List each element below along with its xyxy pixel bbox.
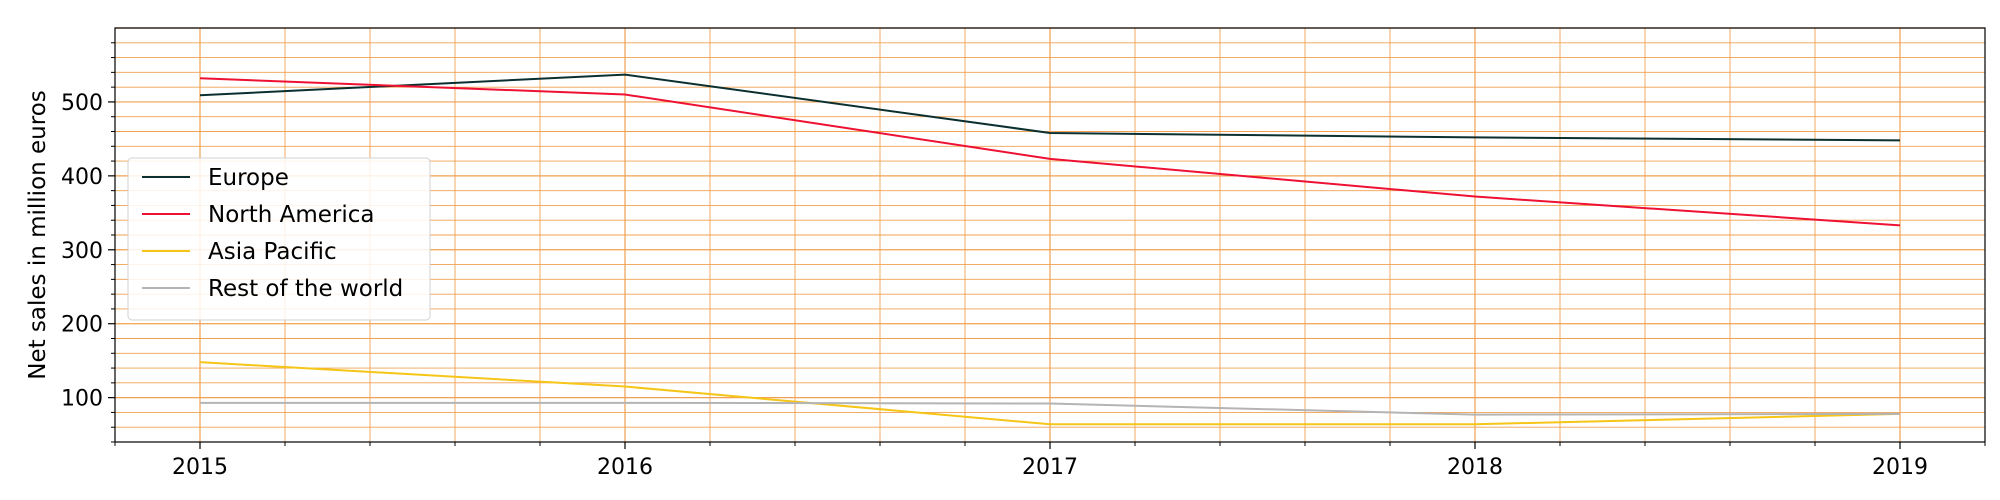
y-tick-label: 200: [61, 313, 103, 338]
y-tick-label: 100: [61, 387, 103, 412]
series-line-rest-of-the-world: [200, 401, 1901, 416]
y-tick-label: 500: [61, 91, 103, 116]
series-lines: [199, 73, 1901, 426]
x-tick-label: 2015: [172, 455, 228, 480]
legend-label: Europe: [208, 165, 289, 191]
series-line-north-america: [199, 77, 1901, 227]
x-tick-label: 2017: [1022, 455, 1078, 480]
legend-label: Rest of the world: [208, 276, 403, 302]
legend: Europe North America Asia Pacific Rest of t…: [127, 157, 431, 321]
series-line-europe: [199, 73, 1901, 142]
legend-box: [127, 157, 431, 321]
x-tick-label: 2019: [1872, 455, 1928, 480]
y-tick-label: 300: [61, 239, 103, 264]
series-line-asia-pacific: [199, 361, 1901, 426]
axis-ticks: 2015 2016 2017 2018 2019 100 200 300 400 500: [61, 42, 1986, 480]
y-axis-title: Net sales in million euros: [25, 90, 51, 380]
x-tick-label: 2018: [1447, 455, 1503, 480]
legend-label: Asia Pacific: [208, 239, 337, 265]
legend-label: North America: [208, 202, 375, 228]
x-tick-label: 2016: [597, 455, 653, 480]
y-tick-label: 400: [61, 165, 103, 190]
